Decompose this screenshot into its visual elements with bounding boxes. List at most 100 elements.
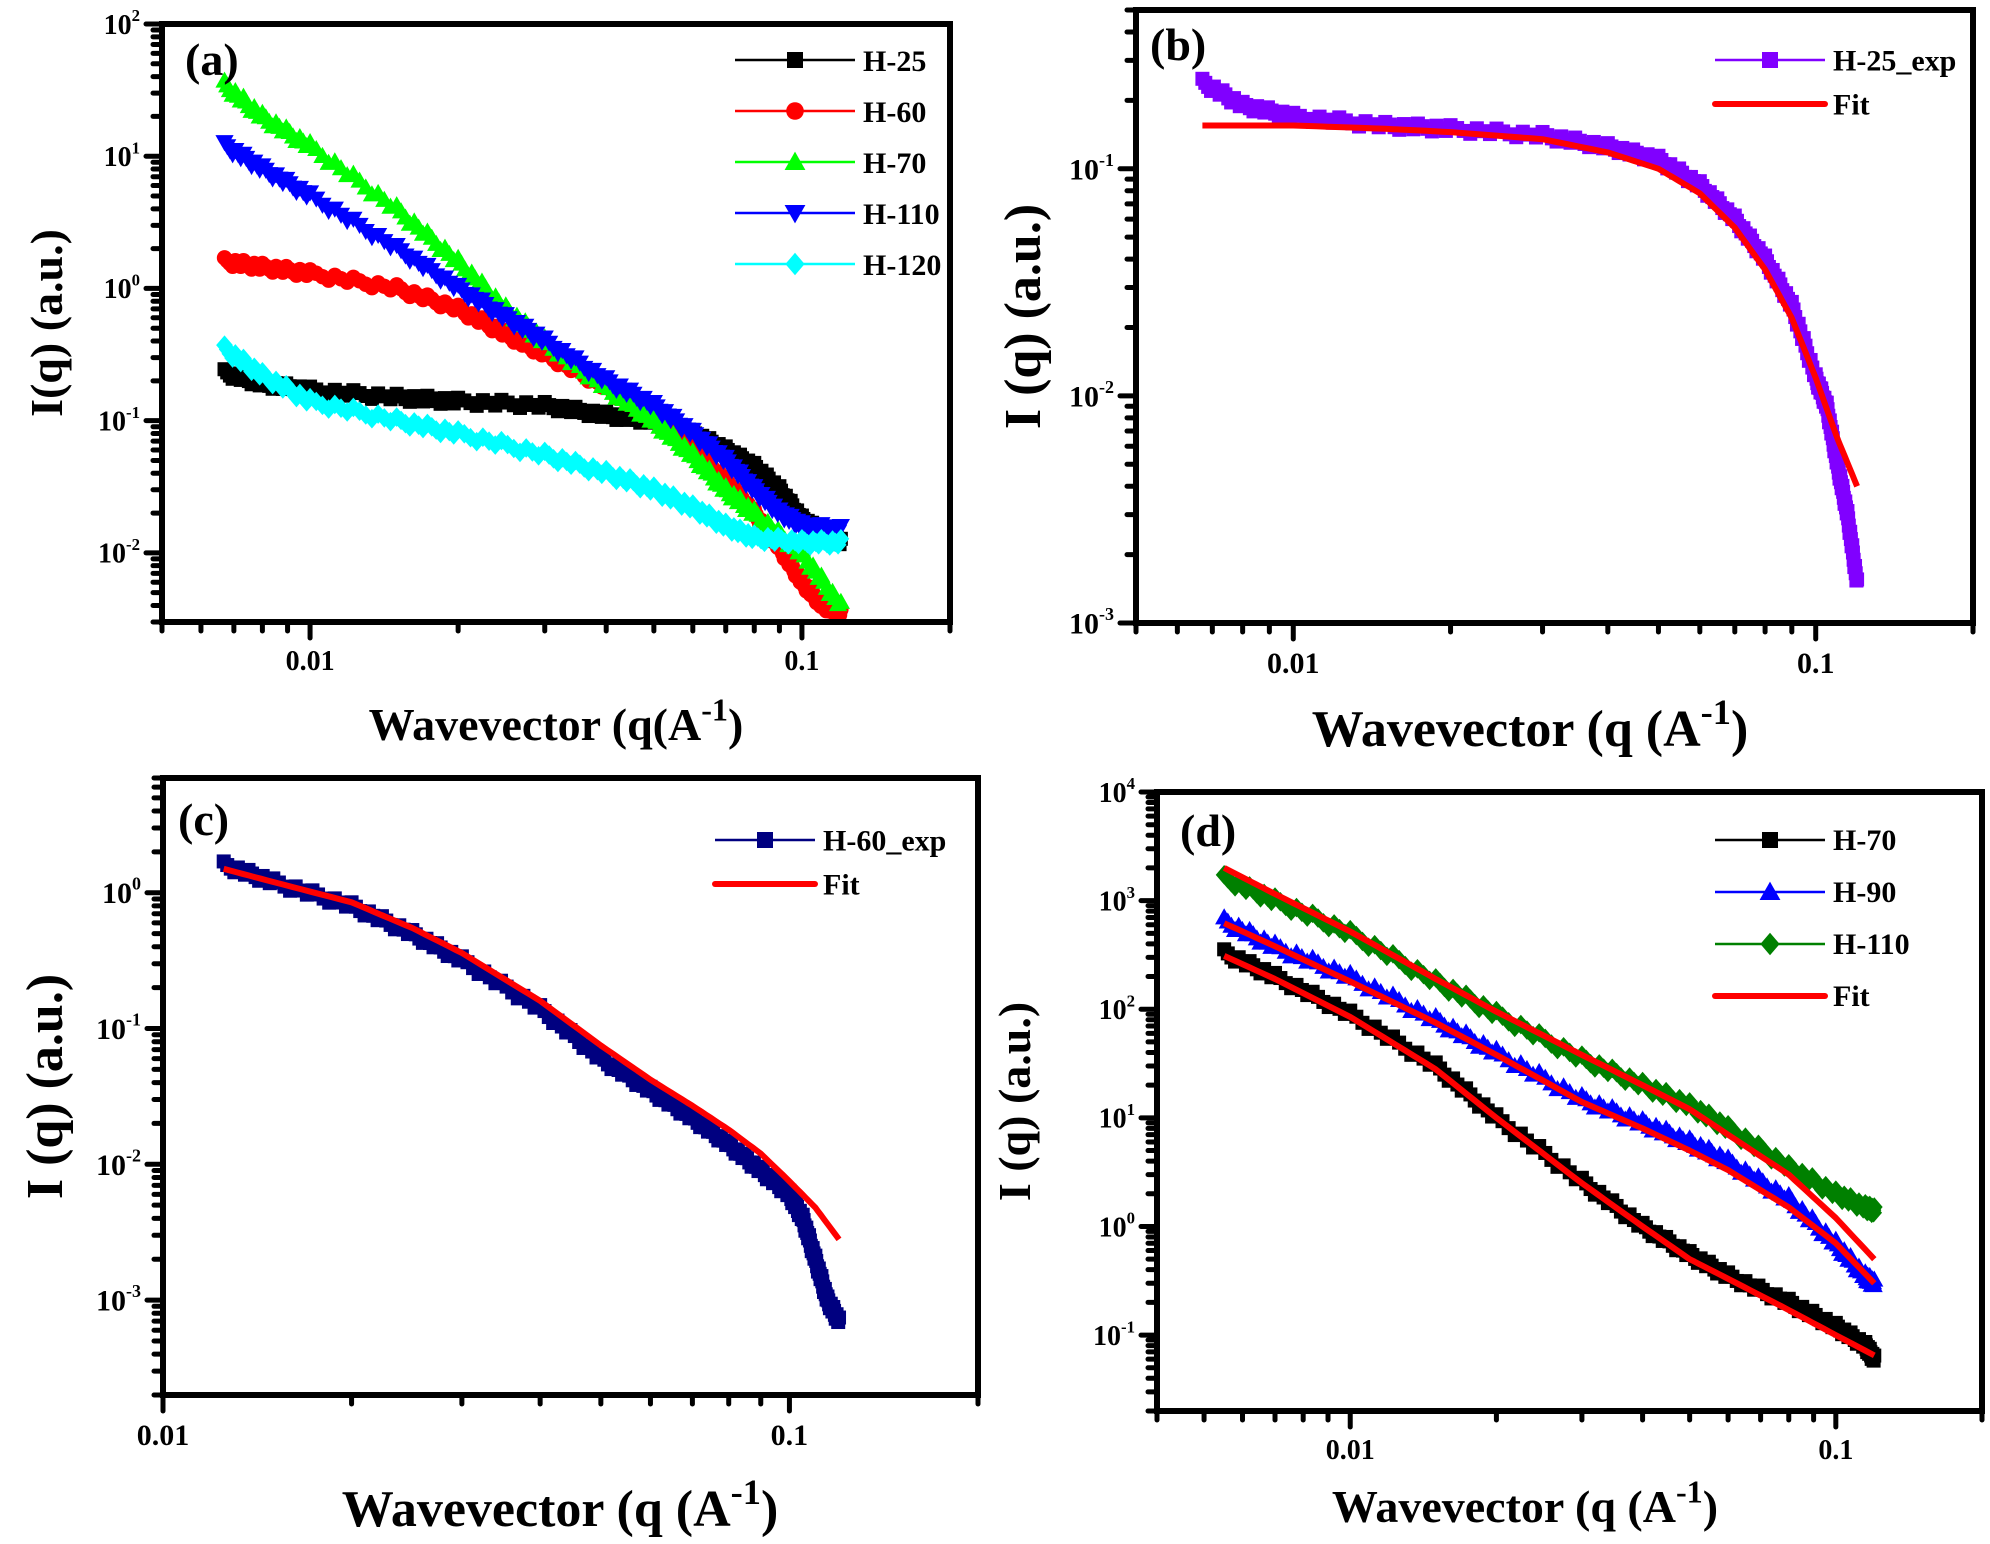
tick-exponent: -1 <box>1099 150 1114 170</box>
series-h-70 <box>215 71 850 612</box>
tick-exponent: -3 <box>126 1281 141 1301</box>
series-h-60 <box>216 250 849 622</box>
x-axis-label-sup: -1 <box>1676 1474 1703 1510</box>
series-h-25-exp <box>1195 71 1865 588</box>
data-point <box>1865 1197 1883 1217</box>
data-point <box>1500 1011 1518 1032</box>
legend: H-60_exp Fit <box>712 825 946 902</box>
data-point <box>344 397 362 418</box>
data-point <box>1754 1139 1772 1160</box>
tick-base: 10 <box>1069 153 1099 186</box>
data-point <box>1771 1151 1789 1172</box>
fit-line <box>1222 865 1877 1262</box>
x-axis-label: Wavevector (q (A-1) <box>1332 1474 1718 1532</box>
y-tick-label: 10-2 <box>96 1145 141 1182</box>
data-point <box>1850 572 1865 587</box>
legend: H-70 H-90 H-110 Fit <box>1712 824 1910 1013</box>
tick-base: 10 <box>96 1285 126 1318</box>
x-tick-label: 0.1 <box>784 646 819 677</box>
x-axis-label: Wavevector (q (A-1) <box>342 1472 779 1538</box>
tick-base: 10 <box>1069 608 1099 641</box>
y-tick-label: 10-1 <box>96 1010 141 1047</box>
x-axis-label-end: ) <box>1731 701 1748 758</box>
fit-line <box>1202 122 1860 488</box>
legend-item: H-70 <box>1715 824 1896 857</box>
tick-base: 10 <box>1093 1321 1121 1352</box>
series-fit <box>1222 865 1877 1359</box>
y-tick-label: 103 <box>1099 883 1135 918</box>
tick-exponent: 3 <box>1127 883 1135 902</box>
legend-marker-diamond-icon <box>1760 932 1780 956</box>
tick-exponent: -3 <box>1099 604 1114 624</box>
legend-item: H-25_exp <box>1715 45 1956 78</box>
x-axis-label-text: Wavevector (q (A <box>1332 1481 1676 1532</box>
tick-exponent: 4 <box>1127 774 1136 793</box>
legend-item: Fit <box>1712 980 1870 1013</box>
x-tick-label: 0.1 <box>1818 1435 1853 1466</box>
tick-base: 10 <box>102 877 132 910</box>
data-point <box>1298 907 1316 927</box>
tick-exponent: 1 <box>1127 1100 1135 1119</box>
y-tick-label: 10-3 <box>96 1281 141 1318</box>
legend-label: H-70 <box>1833 824 1896 857</box>
x-axis-label-sup: -1 <box>731 1472 761 1512</box>
y-tick-label: 100 <box>102 874 141 911</box>
legend-label: H-70 <box>863 147 926 180</box>
data-point <box>332 398 350 419</box>
legend-label: Fit <box>1833 89 1870 122</box>
series-h-60-exp <box>216 854 847 1330</box>
y-tick-label: 100 <box>104 271 140 306</box>
tick-exponent: -1 <box>1121 1317 1135 1336</box>
legend-label: Fit <box>823 869 860 902</box>
legend-item: Fit <box>712 869 860 902</box>
y-tick-label: 102 <box>1099 991 1135 1026</box>
tick-exponent: 2 <box>132 6 140 25</box>
data-point <box>480 431 498 451</box>
legend-label: H-110 <box>1833 928 1910 961</box>
tick-exponent: 2 <box>1127 991 1135 1010</box>
panel-label: (a) <box>185 34 239 85</box>
plot-area <box>1195 71 1865 588</box>
tick-base: 10 <box>1099 778 1127 809</box>
plot-area <box>1215 865 1884 1368</box>
legend-marker-diamond-icon <box>785 252 805 276</box>
panel-label: (d) <box>1180 805 1236 856</box>
x-axis-label-text: Wavevector (q (A <box>1312 701 1701 758</box>
tick-exponent: -1 <box>126 403 140 422</box>
legend-label: Fit <box>1833 980 1870 1013</box>
x-tick-label: 0.01 <box>286 646 335 677</box>
data-point <box>455 423 473 444</box>
y-tick-label: 10-2 <box>1069 377 1114 414</box>
legend-item: H-90 <box>1715 876 1896 909</box>
fit-line <box>1222 953 1876 1359</box>
panel-label: (c) <box>178 794 229 845</box>
x-axis-label-end: ) <box>761 1481 778 1538</box>
x-axis-label-text: Wavevector (q (A <box>342 1481 731 1538</box>
y-axis-label: I (q) (a.u.) <box>17 974 74 1199</box>
legend-label: H-120 <box>863 249 941 282</box>
plot-frame <box>1133 7 1976 626</box>
x-tick-label: 0.1 <box>771 1419 809 1452</box>
x-tick-label: 0.1 <box>1797 647 1835 680</box>
legend-item: H-60 <box>735 96 926 129</box>
tick-base: 10 <box>96 1149 126 1182</box>
plot-frame <box>159 21 953 625</box>
legend: H-25 H-60 H-70 H-110 H-120 <box>735 45 941 282</box>
legend-marker-square-icon <box>1762 52 1778 68</box>
data-point <box>832 528 850 549</box>
tick-base: 10 <box>104 142 132 173</box>
legend-item: H-120 <box>735 249 941 282</box>
data-point <box>580 461 598 482</box>
legend-label: H-25_exp <box>1833 45 1956 78</box>
data-point <box>414 418 432 439</box>
legend-item: H-60_exp <box>715 825 946 858</box>
data-point <box>832 1310 847 1325</box>
y-axis-label: I (q) (a.u.) <box>995 204 1052 429</box>
legend-marker-circle-icon <box>786 102 804 120</box>
data-point <box>369 404 387 424</box>
legend-label: H-60 <box>863 96 926 129</box>
x-axis-label: Wavevector (q(A-1) <box>369 692 744 750</box>
plot-area <box>215 71 850 622</box>
